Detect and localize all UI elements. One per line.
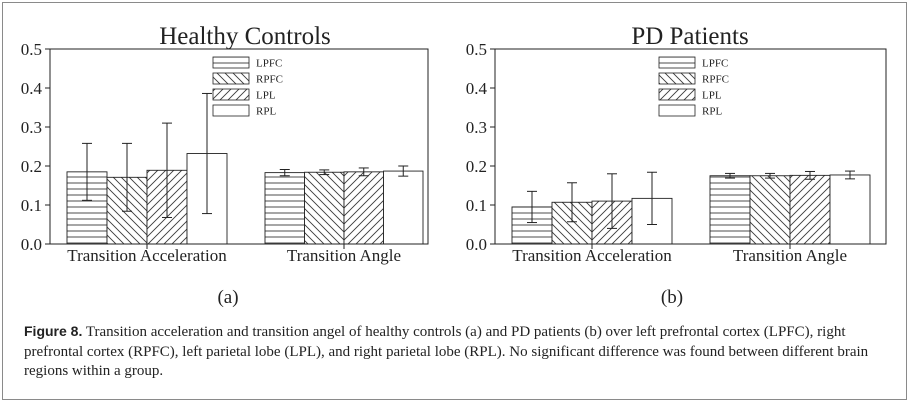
bar-lpfc [264,172,305,245]
plot-area-frame [494,48,887,245]
subfigure-label-a: (a) [217,287,239,308]
figure-caption: Figure 8. Transition acceleration and tr… [24,322,884,382]
caption-text: Transition acceleration and transition a… [24,324,869,379]
y-tick-label: 0.3 [21,118,42,137]
x-category-label: Transition Acceleration [67,246,227,265]
x-category-label: Transition Angle [287,246,401,265]
y-tick-label: 0.2 [21,157,42,176]
y-tick-label: 0.4 [466,79,488,98]
legend-swatch-lpl [212,88,250,101]
legend: LPFC RPFC LPL RPL [212,56,283,118]
chart-healthy-controls: Healthy Controls 0.0 0.1 0.2 0.3 0.4 0.5 Transi… [21,23,429,265]
legend-label-lpfc: LPFC [256,58,282,70]
plot-area-frame [49,48,429,245]
y-tick-label: 0.0 [466,235,487,254]
bar-rpl [829,174,871,245]
legend-swatch-rpfc [658,72,696,85]
legend-label-rpfc: RPFC [256,74,283,86]
bar-lpl [789,174,831,245]
chart-title: Healthy Controls [159,23,331,50]
bar-lpl [343,171,384,245]
legend: LPFC RPFC LPL RPL [658,56,729,118]
figure-charts: Healthy Controls 0.0 0.1 0.2 0.3 0.4 0.5 Transi… [21,23,887,265]
y-tick-label: 0.5 [466,40,487,59]
bar-lpfc [709,175,751,245]
bar-rpl [383,170,424,245]
bar-rpfc [749,175,791,245]
caption-title: Figure 8. [24,323,83,339]
legend-label-lpl: LPL [702,90,722,102]
legend-label-rpfc: RPFC [702,74,729,86]
legend-label-rpl: RPL [256,106,276,118]
chart-pd-patients: PD Patients 0.0 0.1 0.2 0.3 0.4 0.5 Transition … [466,23,887,265]
y-tick-label: 0.2 [466,157,487,176]
y-tick-label: 0.1 [466,196,487,215]
legend-swatch-lpfc [658,56,696,69]
bar-rpfc [304,171,345,245]
x-category-label: Transition Angle [733,246,847,265]
y-tick-label: 0.0 [21,235,42,254]
y-tick-label: 0.4 [21,79,43,98]
y-tick-label: 0.1 [21,196,42,215]
y-tick-label: 0.3 [466,118,487,137]
legend-label-lpl: LPL [256,90,276,102]
legend-swatch-rpl [658,104,696,117]
chart-title: PD Patients [631,23,748,50]
legend-swatch-rpfc [212,72,250,85]
legend-label-lpfc: LPFC [702,58,728,70]
legend-swatch-lpfc [212,56,250,69]
legend-label-rpl: RPL [702,106,722,118]
figure-frame [2,2,907,400]
y-tick-label: 0.5 [21,40,42,59]
legend-swatch-lpl [658,88,696,101]
subfigure-label-b: (b) [660,287,684,308]
x-category-label: Transition Acceleration [512,246,672,265]
legend-swatch-rpl [212,104,250,117]
